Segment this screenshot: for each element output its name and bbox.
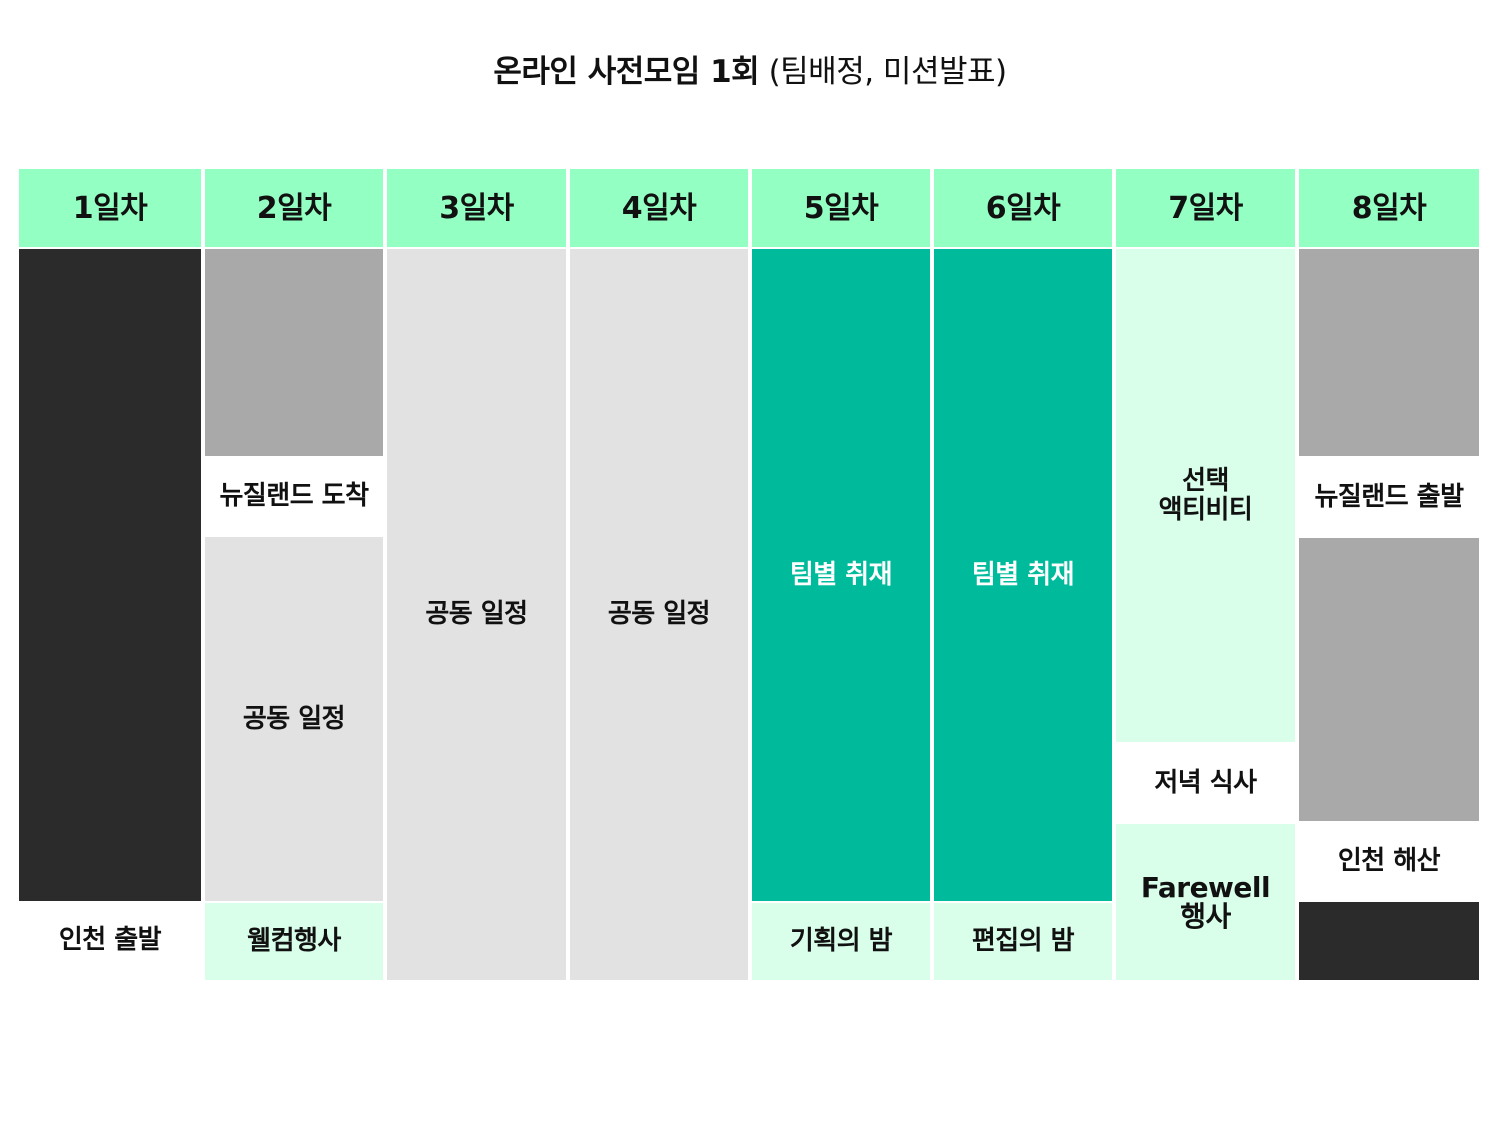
day1-travel-block xyxy=(19,249,201,901)
day-header-6: 6일차 xyxy=(934,169,1112,247)
day-header-4: 4일차 xyxy=(570,169,748,247)
day8-dismissal: 인천 해산 xyxy=(1299,823,1479,900)
day2-travel-block xyxy=(205,249,383,456)
day8-departure: 뉴질랜드 출발 xyxy=(1299,458,1479,536)
day5-team-reporting: 팀별 취재 xyxy=(752,249,930,901)
day6-team-reporting: 팀별 취재 xyxy=(934,249,1112,901)
page-title: 온라인 사전모임 1회 (팀배정, 미션발표) xyxy=(0,46,1500,91)
day-header-8: 8일차 xyxy=(1299,169,1479,247)
day7-optional-activity: 선택 액티비티 xyxy=(1116,249,1295,742)
day8-travel-block-1 xyxy=(1299,249,1479,456)
day5-planning-night: 기획의 밤 xyxy=(752,903,930,980)
day8-end-block xyxy=(1299,902,1479,980)
day2-welcome-event: 웰컴행사 xyxy=(205,903,383,980)
day6-editing-night: 편집의 밤 xyxy=(934,903,1112,980)
day-header-3: 3일차 xyxy=(387,169,566,247)
title-main: 온라인 사전모임 1회 xyxy=(493,54,760,90)
day3-common-schedule: 공동 일정 xyxy=(387,249,566,980)
day7-dinner: 저녁 식사 xyxy=(1116,744,1295,822)
day2-common-schedule: 공동 일정 xyxy=(205,537,383,901)
day-header-5: 5일차 xyxy=(752,169,930,247)
day-header-2: 2일차 xyxy=(205,169,383,247)
day-header-7: 7일차 xyxy=(1116,169,1295,247)
title-sub: (팀배정, 미션발표) xyxy=(768,54,1008,90)
day-header-1: 1일차 xyxy=(19,169,201,247)
day4-common-schedule: 공동 일정 xyxy=(570,249,748,980)
day2-arrival: 뉴질랜드 도착 xyxy=(205,458,383,535)
day8-travel-block-2 xyxy=(1299,538,1479,821)
day7-farewell-event: Farewell 행사 xyxy=(1116,824,1295,980)
day1-departure: 인천 출발 xyxy=(19,903,201,977)
